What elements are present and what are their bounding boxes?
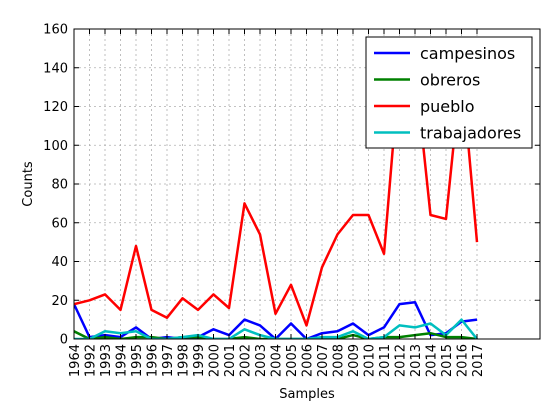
legend-label-trabajadores: trabajadores xyxy=(420,124,521,143)
legend-label-obreros: obreros xyxy=(420,71,480,90)
legend-label-pueblo: pueblo xyxy=(420,97,475,116)
x-tick-label: 1999 xyxy=(192,344,207,377)
series-line-obreros xyxy=(74,330,478,339)
x-tick-label: 2017 xyxy=(471,344,486,377)
legend-box xyxy=(365,36,533,149)
y-axis-ticks: 0 20 40 60 80 100 120 140 160 xyxy=(43,23,540,348)
y-tick-label: 100 xyxy=(43,139,68,154)
x-tick-label: 2011 xyxy=(378,344,393,377)
x-tick-label: 2005 xyxy=(285,344,300,377)
x-tick-label: 1994 xyxy=(115,344,130,377)
y-tick-label: 0 xyxy=(60,333,68,348)
x-tick-label: 2015 xyxy=(440,344,455,377)
x-tick-label: 1995 xyxy=(130,344,145,377)
x-tick-label: 2007 xyxy=(316,344,331,377)
x-tick-label: 1993 xyxy=(99,344,114,377)
y-tick-label: 60 xyxy=(51,216,68,231)
x-tick-label: 2008 xyxy=(332,344,347,377)
y-tick-label: 80 xyxy=(51,178,68,193)
x-tick-label: 1998 xyxy=(177,344,192,377)
x-tick-label: 2004 xyxy=(270,344,285,377)
x-axis-label: Samples xyxy=(279,387,335,402)
legend: campesinos obreros pueblo trabajadores xyxy=(365,36,533,149)
x-tick-label: 2006 xyxy=(301,344,316,377)
x-tick-label: 2009 xyxy=(347,344,362,377)
y-tick-label: 40 xyxy=(51,255,68,270)
y-axis-label: Counts xyxy=(21,161,36,207)
x-tick-label: 2002 xyxy=(239,344,254,377)
legend-label-campesinos: campesinos xyxy=(420,44,515,63)
x-tick-label: 2014 xyxy=(425,344,440,377)
y-tick-label: 160 xyxy=(43,23,68,38)
series-line-campesinos xyxy=(74,300,478,339)
x-tick-label: 2013 xyxy=(409,344,424,377)
x-tick-label: 2000 xyxy=(208,344,223,377)
x-tick-label: 2012 xyxy=(394,344,409,377)
x-tick-label: 2001 xyxy=(223,344,238,377)
x-tick-label: 1997 xyxy=(161,344,176,377)
x-tick-label: 2003 xyxy=(254,344,269,377)
x-tick-label: 1964 xyxy=(68,344,83,377)
y-tick-label: 120 xyxy=(43,100,68,115)
x-tick-label: 1992 xyxy=(84,344,99,377)
x-tick-label: 1996 xyxy=(146,344,161,377)
series-line-trabajadores xyxy=(74,318,478,339)
x-tick-label: 2010 xyxy=(363,344,378,377)
y-tick-label: 140 xyxy=(43,61,68,76)
y-tick-label: 20 xyxy=(51,294,68,309)
x-axis-ticks: 1964 1992 1993 1994 1995 1996 1997 1998 1999 2000… xyxy=(68,29,486,377)
x-tick-label: 2016 xyxy=(456,344,471,377)
